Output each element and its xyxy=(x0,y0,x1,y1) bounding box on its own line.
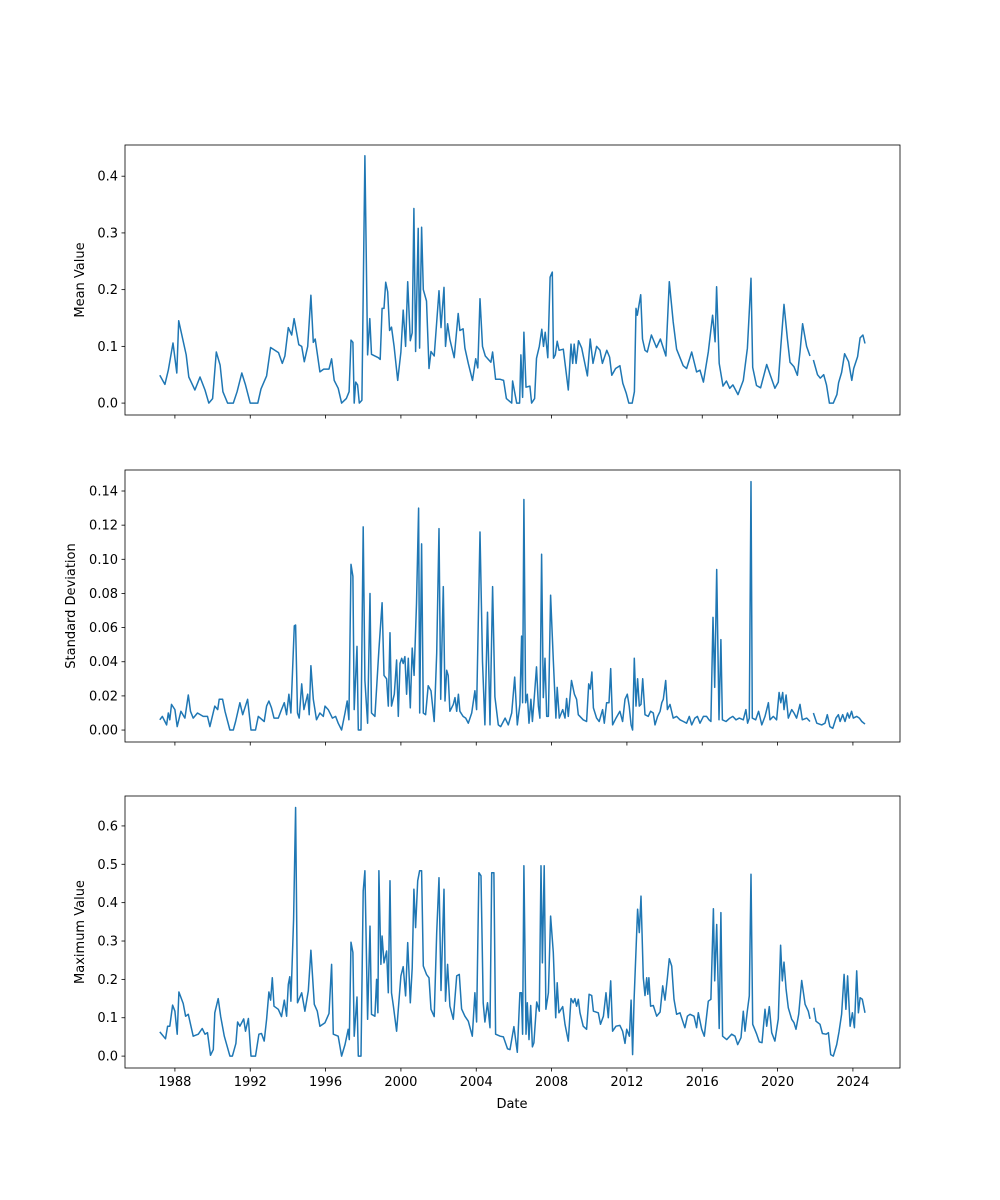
y-tick-label: 0.02 xyxy=(89,689,118,704)
y-tick-label: 0.12 xyxy=(89,519,118,534)
y-tick-label: 0.4 xyxy=(97,170,118,185)
y-tick-label: 0.5 xyxy=(97,858,118,873)
y-tick-label: 0.4 xyxy=(97,896,118,911)
mean-value-axes-frame xyxy=(124,144,901,416)
y-tick-label: 0.0 xyxy=(97,1050,118,1065)
x-tick-label: 2016 xyxy=(686,1075,719,1090)
y-tick-label: 0.2 xyxy=(97,973,118,988)
y-tick-label: 0.14 xyxy=(89,485,118,500)
y-tick-label: 0.04 xyxy=(89,655,118,670)
x-axis-label: Date xyxy=(496,1097,527,1112)
y-tick-label: 0.3 xyxy=(97,226,118,241)
x-tick-label: 2004 xyxy=(460,1075,493,1090)
mean-value-y-axis-label: Mean Value xyxy=(73,242,88,317)
standard-deviation-series-line xyxy=(159,480,866,731)
x-tick-label: 2008 xyxy=(535,1075,568,1090)
y-tick-label: 0.00 xyxy=(89,724,118,739)
standard-deviation-panel: 0.00 0.02 0.04 0.06 0.08 0.10 0.12 0.14 Standard… xyxy=(64,469,901,746)
x-tick-label: 1996 xyxy=(309,1075,342,1090)
y-tick-label: 0.1 xyxy=(97,1011,118,1026)
y-tick-label: 0.06 xyxy=(89,621,118,636)
mean-value-series-line xyxy=(159,155,866,404)
x-tick-label: 1988 xyxy=(158,1075,191,1090)
y-tick-label: 0.1 xyxy=(97,340,118,355)
x-tick-label: 2020 xyxy=(761,1075,794,1090)
y-tick-label: 0.08 xyxy=(89,587,118,602)
x-tick-label: 2024 xyxy=(836,1075,869,1090)
standard-deviation-y-axis-label: Standard Deviation xyxy=(64,543,79,668)
mean-value-panel: 0.0 0.1 0.2 0.3 0.4 Mean Value xyxy=(73,144,901,419)
y-tick-label: 0.2 xyxy=(97,283,118,298)
y-tick-label: 0.10 xyxy=(89,553,118,568)
standard-deviation-axes-frame xyxy=(124,469,901,743)
x-tick-label: 2012 xyxy=(610,1075,643,1090)
y-tick-label: 0.0 xyxy=(97,397,118,412)
maximum-value-y-axis-label: Maximum Value xyxy=(73,880,88,984)
x-tick-label: 1992 xyxy=(234,1075,267,1090)
x-tick-label: 2000 xyxy=(384,1075,417,1090)
maximum-value-series-line xyxy=(159,806,866,1057)
y-tick-label: 0.6 xyxy=(97,819,118,834)
maximum-value-axes-frame xyxy=(124,795,901,1069)
maximum-value-panel: 0.0 0.1 0.2 0.3 0.4 0.5 0.6 1988 1992 1996 2000 200… xyxy=(73,795,901,1090)
y-tick-label: 0.3 xyxy=(97,935,118,950)
